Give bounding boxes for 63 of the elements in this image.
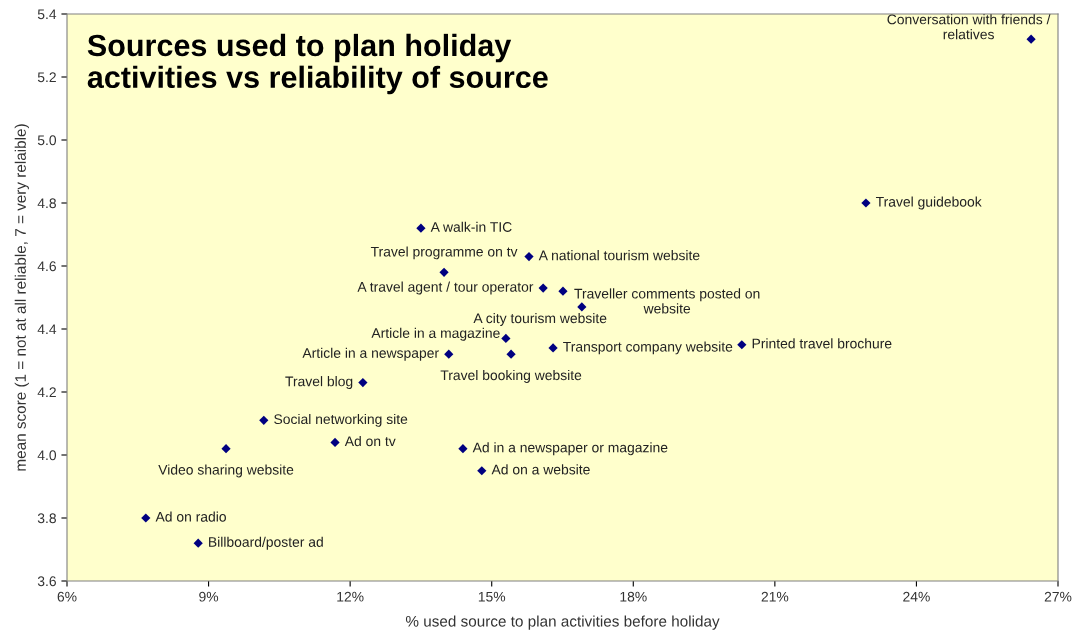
annotation: Transport company website [563, 341, 733, 355]
point [501, 333, 511, 344]
point [558, 286, 568, 296]
point [524, 251, 534, 262]
point [477, 466, 487, 476]
y-tick-label: 3.6 [37, 576, 56, 587]
annotation: Travel blog [285, 376, 353, 390]
annotation: A national tourism website [538, 250, 700, 261]
annotation: Ad on a website [491, 464, 590, 475]
y-tick-label: 4.4 [37, 324, 57, 335]
point [193, 538, 203, 548]
text: Sources used to plan holiday activities vs reliability of source [87, 33, 548, 95]
point [221, 444, 231, 454]
point [861, 198, 871, 208]
y-axis-title: mean score (1 = not at all reliable, 7 = very relaible) [14, 124, 29, 471]
annotation: Ad on radio [155, 511, 226, 522]
y-tick-label: 5.0 [37, 135, 57, 146]
annotation: Traveller comments posted on website [574, 288, 760, 314]
annotation: A travel agent / tour operator [357, 281, 534, 295]
point [548, 343, 558, 353]
annotation: Article in a magazine [371, 327, 500, 341]
annotation: A city tourism website [473, 312, 607, 326]
annotation: Ad on tv [344, 435, 396, 447]
point [538, 283, 548, 293]
y-tick-label: 5.4 [37, 9, 57, 20]
point [458, 444, 468, 454]
annotation: Printed travel brochure [752, 338, 892, 349]
y-tick-label: 3.8 [37, 513, 56, 524]
annotation: Article in a newspaper [302, 347, 439, 361]
point [1026, 34, 1036, 44]
y-tick-label: 5.2 [37, 72, 56, 83]
point [358, 377, 368, 388]
y-tick-label: 4.2 [37, 387, 56, 398]
point [330, 437, 340, 448]
x-tick-label: 9% [199, 591, 219, 602]
x-tick-label: 15% [478, 591, 506, 602]
annotation: A walk-in TIC [430, 221, 512, 232]
x-axis-title: % used source to plan activities before holiday [405, 615, 720, 630]
annotation: Social networking site [274, 413, 408, 427]
annotation: Conversation with friends / relatives [887, 14, 1051, 40]
annotation: Travel programme on tv [370, 246, 518, 260]
annotation: Travel guidebook [875, 196, 982, 210]
x-tick-label: 18% [620, 591, 647, 602]
y-tick-label: 4.0 [37, 450, 57, 461]
annotation: Video sharing website [158, 464, 294, 478]
point [577, 302, 587, 312]
x-tick-label: 24% [903, 591, 930, 602]
y-tick-label: 4.8 [37, 198, 56, 209]
point [259, 415, 269, 425]
point [439, 267, 449, 277]
point [416, 223, 426, 233]
point [506, 349, 516, 359]
annotation: Travel booking website [440, 369, 582, 383]
x-tick-label: 27% [1044, 591, 1072, 602]
point [141, 513, 151, 523]
x-tick-label: 21% [761, 591, 789, 602]
x-tick-label: 6% [57, 591, 77, 602]
x-tick-label: 12% [337, 591, 364, 602]
annotation: Billboard/poster ad [209, 536, 323, 550]
point [737, 340, 747, 350]
annotation: Ad in a newspaper or magazine [472, 442, 668, 456]
point [444, 349, 454, 359]
y-tick-label: 4.6 [37, 261, 56, 272]
